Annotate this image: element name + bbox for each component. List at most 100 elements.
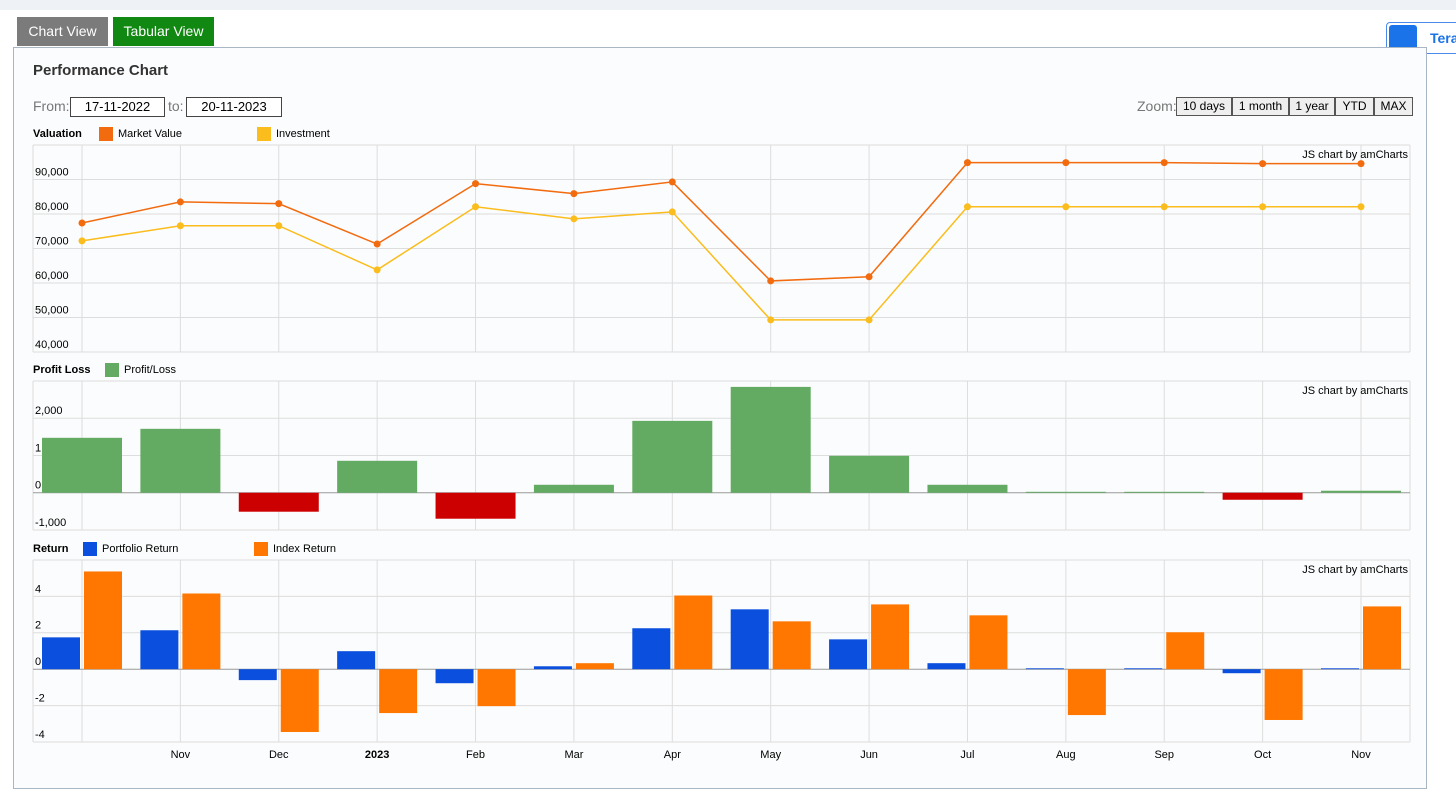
cloud-icon	[1389, 25, 1417, 51]
y-tick-label: 2,000	[35, 405, 63, 417]
bar	[1025, 491, 1106, 493]
charts: 40,000 50,000 60,000 70,000 80,000 90,000 JS c…	[32, 127, 1411, 761]
point	[1357, 160, 1365, 168]
bar	[1321, 490, 1401, 493]
zoom-button[interactable]: 1 month	[1232, 97, 1289, 116]
point	[472, 203, 480, 211]
legend-swatch	[254, 542, 268, 556]
legend-label: Index Return	[273, 543, 336, 555]
to-input[interactable]: 20-11-2023	[186, 97, 282, 117]
bar	[533, 484, 614, 493]
point	[668, 178, 676, 186]
page-title: Performance Chart	[33, 62, 169, 79]
legend-label: Market Value	[118, 128, 182, 140]
point	[1357, 203, 1365, 211]
point	[1160, 159, 1168, 167]
x-tick-label: Dec	[269, 749, 289, 761]
legend-swatch	[83, 542, 97, 556]
legend-label: Portfolio Return	[102, 543, 178, 555]
y-tick-label: -4	[35, 729, 45, 741]
x-tick-label: Jul	[960, 749, 974, 761]
legend-label: Profit/Loss	[124, 364, 176, 376]
point	[78, 219, 86, 227]
y-tick-label: 40,000	[35, 339, 69, 351]
bar	[730, 609, 769, 670]
bar	[379, 669, 418, 714]
y-tick-label: 0	[35, 480, 41, 492]
bar	[1067, 669, 1106, 716]
tab[interactable]: Tabular View	[113, 17, 214, 46]
point	[176, 222, 184, 230]
point	[668, 208, 676, 216]
tera-button[interactable]: Tera	[1386, 22, 1456, 54]
zoom-button[interactable]: MAX	[1374, 97, 1413, 116]
y-tick-label: 90,000	[35, 166, 69, 178]
x-tick-label: Jun	[860, 749, 878, 761]
bar	[435, 669, 474, 684]
bar	[337, 460, 418, 493]
point	[1062, 159, 1070, 167]
point	[1259, 160, 1267, 168]
zoom-button[interactable]: 10 days	[1176, 97, 1232, 116]
zoom-label: Zoom:	[1137, 98, 1177, 114]
bar	[1124, 491, 1205, 493]
bar	[1264, 669, 1303, 720]
y-tick-label: 70,000	[35, 235, 69, 247]
bar	[829, 455, 910, 493]
zoom-button[interactable]: YTD	[1335, 97, 1374, 116]
bar	[1025, 668, 1064, 670]
bar	[1222, 492, 1303, 500]
point	[570, 215, 578, 223]
x-tick-label: May	[760, 749, 781, 761]
tera-label: Tera	[1430, 30, 1456, 46]
bar	[871, 604, 910, 670]
point	[78, 237, 86, 245]
bar	[632, 420, 713, 493]
from-input[interactable]: 17-11-2022	[70, 97, 165, 117]
point	[963, 159, 971, 167]
y-tick-label: -2	[35, 693, 45, 705]
chart-title: Profit Loss	[33, 364, 90, 376]
point	[176, 198, 184, 206]
bar	[927, 484, 1008, 493]
chart-title: Valuation	[33, 128, 82, 140]
chart-title: Return	[33, 543, 69, 555]
bar	[1363, 606, 1401, 670]
x-tick-label: Nov	[171, 749, 191, 761]
point	[1259, 203, 1267, 211]
legend-swatch	[99, 127, 113, 141]
x-tick-label: Nov	[1351, 749, 1371, 761]
zoom-button[interactable]: 1 year	[1289, 97, 1335, 116]
bar	[182, 593, 221, 670]
chart-credit: JS chart by amCharts	[1302, 564, 1408, 576]
x-tick-label: Aug	[1056, 749, 1076, 761]
bar	[969, 615, 1008, 670]
y-tick-label: 0	[35, 656, 41, 668]
point	[275, 200, 283, 208]
top-bar	[0, 0, 1456, 10]
tab[interactable]: Chart View	[17, 17, 108, 46]
bar	[42, 437, 122, 493]
bar	[575, 663, 614, 670]
bar	[1222, 669, 1261, 674]
to-label: to:	[168, 98, 184, 114]
bar	[477, 669, 516, 707]
point	[373, 240, 381, 248]
x-tick-label: 2023	[365, 749, 389, 761]
point	[767, 277, 775, 285]
x-tick-label: Sep	[1154, 749, 1174, 761]
point	[963, 203, 971, 211]
legend-swatch	[257, 127, 271, 141]
point	[865, 316, 873, 324]
bar	[238, 669, 277, 681]
y-tick-label: 2	[35, 620, 41, 632]
bar	[533, 666, 572, 670]
bar	[1166, 632, 1205, 670]
point	[472, 180, 480, 188]
x-tick-label: Oct	[1254, 749, 1271, 761]
bar	[238, 492, 319, 512]
bar	[435, 492, 516, 519]
bar	[42, 637, 80, 670]
y-tick-label: 80,000	[35, 201, 69, 213]
